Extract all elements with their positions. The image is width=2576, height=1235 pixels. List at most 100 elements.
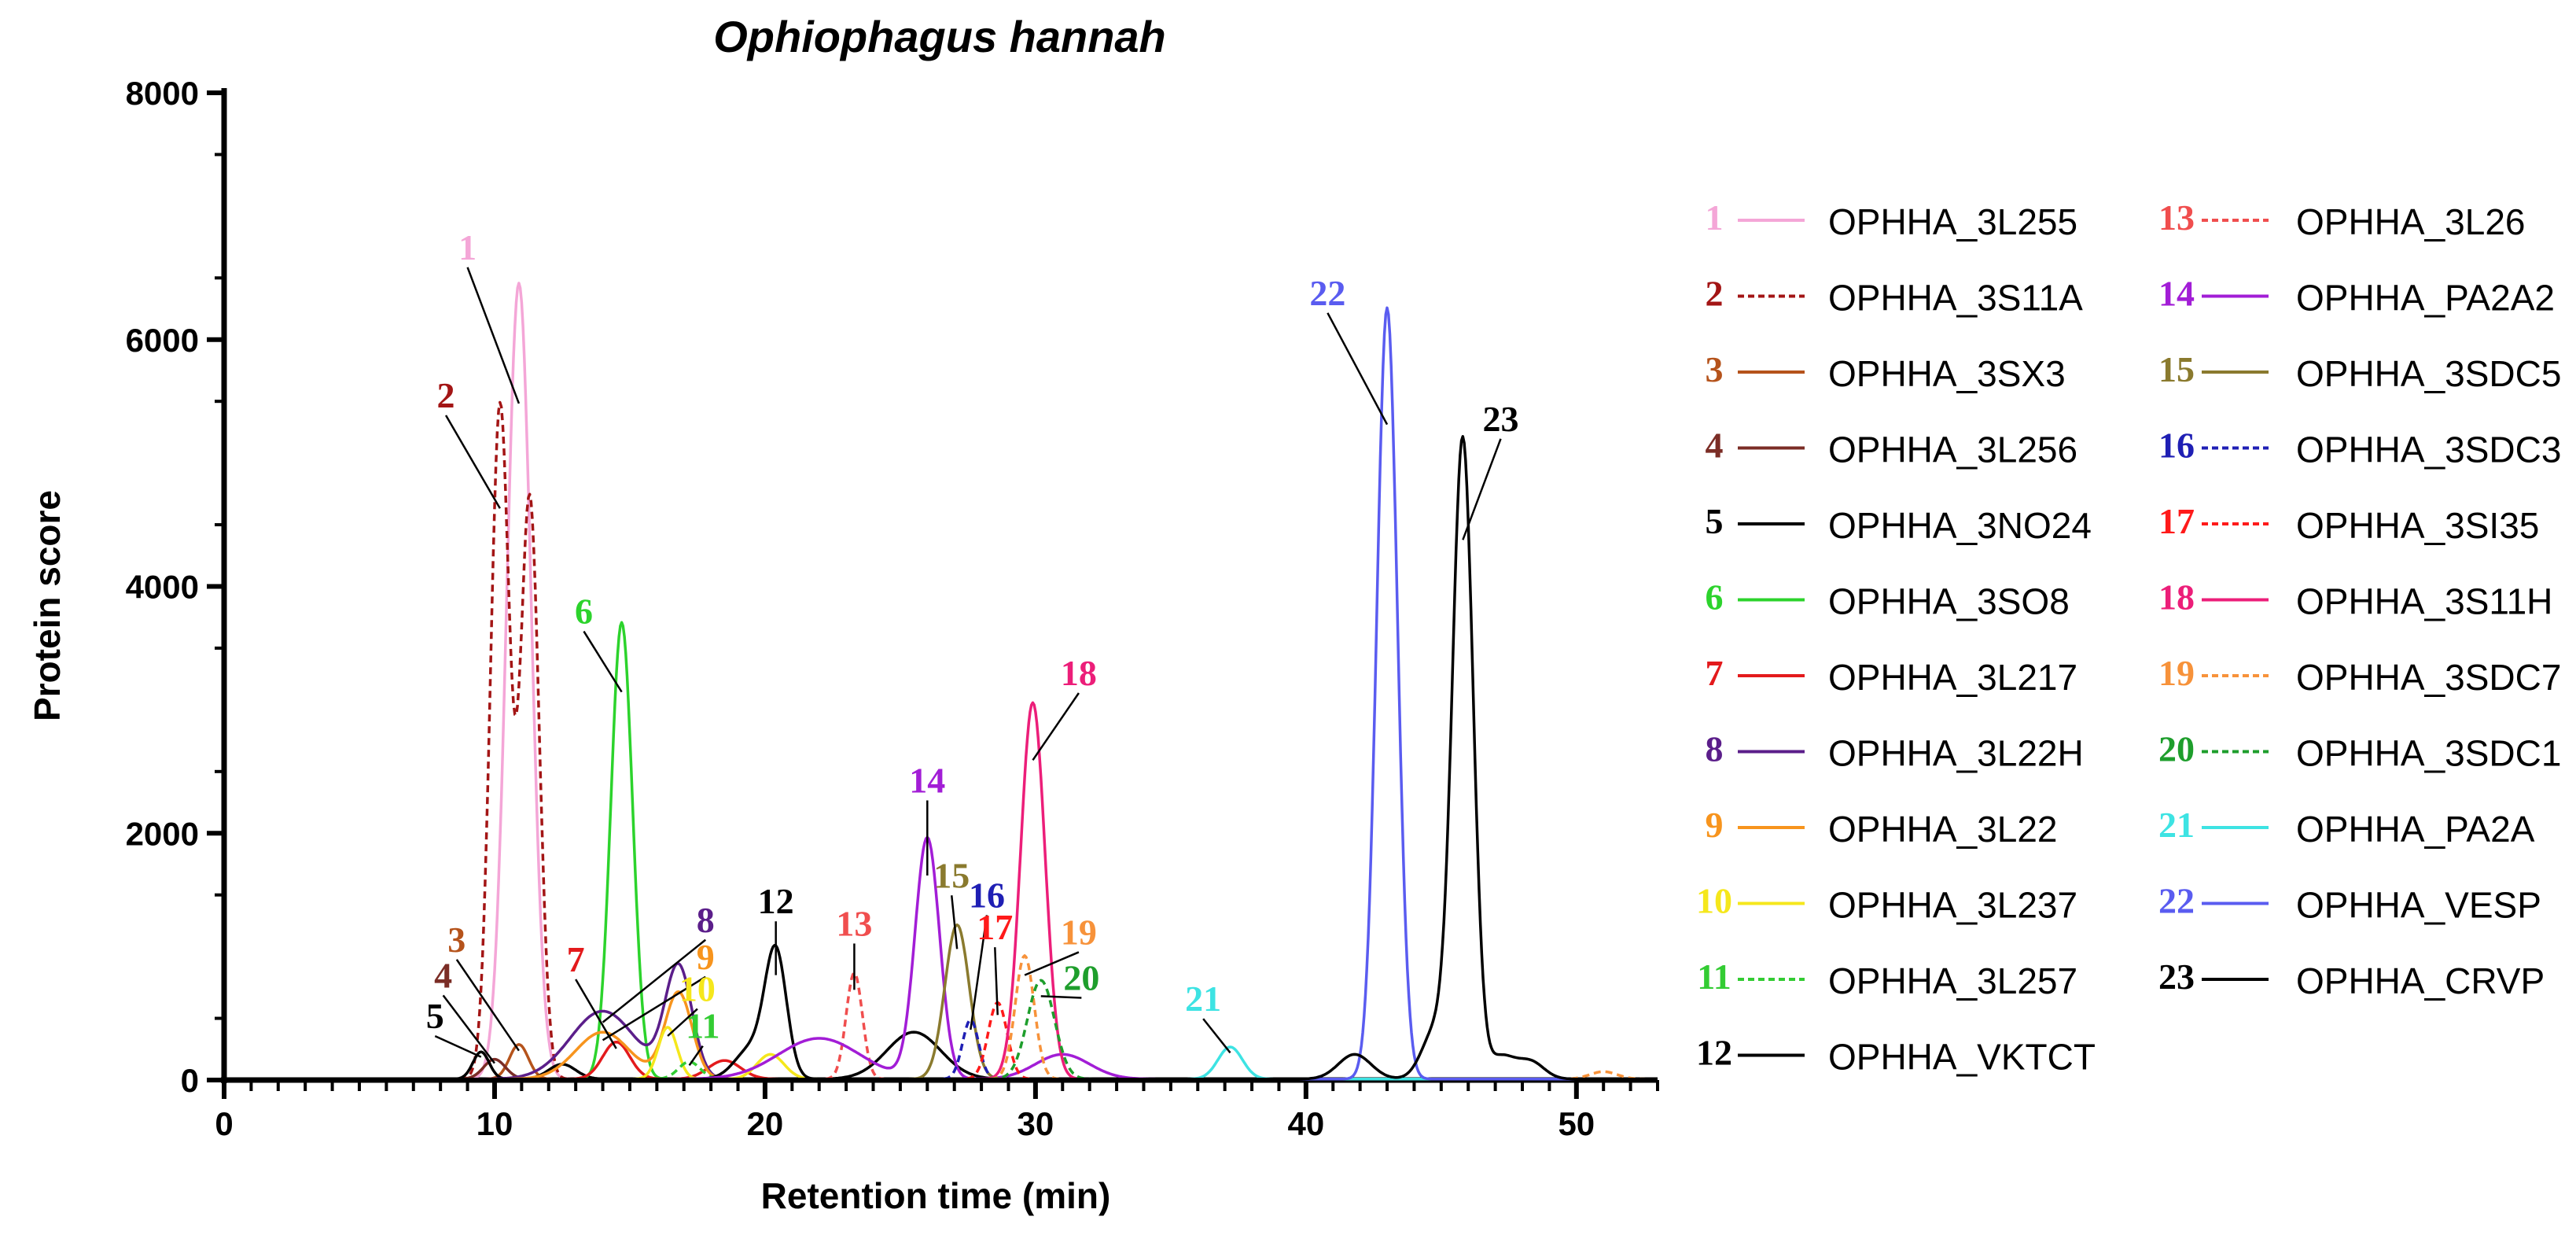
peak-leader-3 [455,959,520,1052]
legend-label: OPHHA_3SI35 [2296,505,2539,546]
series-line-23 [223,435,1658,1081]
peak-leader-10 [667,1008,698,1037]
x-tick-label: 0 [215,1105,233,1142]
peak-label-7: 7 [567,939,585,979]
peak-label-6: 6 [575,592,593,632]
y-axis-title: Protein score [27,490,68,721]
peak-label-1: 1 [458,227,477,267]
legend-item-4: 4 OPHHA_3L256 [1706,426,2078,470]
legend-number: 20 [2158,729,2195,769]
peak-leader-18 [1032,692,1080,761]
legend-label: OPHHA_3SDC5 [2296,353,2561,394]
legend-item-7: 7 OPHHA_3L217 [1706,653,2078,698]
peak-leader-11 [688,1045,704,1067]
peak-leader-22 [1327,312,1389,426]
legend-item-18: 18 OPHHA_3S11H [2158,577,2552,622]
legend-item-1: 1 OPHHA_3L255 [1706,197,2078,242]
legend-number: 23 [2158,957,2195,997]
peak-leader-8 [602,938,707,1023]
peak-label-14: 14 [909,760,945,800]
x-tick-label: 40 [1287,1105,1324,1142]
plot-lines [223,282,1658,1081]
y-tick-label: 0 [181,1062,199,1099]
x-tick-label: 50 [1558,1105,1595,1142]
peak-label-10: 10 [679,969,716,1009]
legend-number: 16 [2158,426,2195,466]
peak-leader-16 [970,915,988,1030]
legend-label: OPHHA_3S11A [1828,278,2083,319]
peak-label-8: 8 [697,900,715,940]
y-tick-label: 6000 [126,322,199,359]
legend-number: 8 [1706,729,1724,769]
legend-label: OPHHA_3SX3 [1828,353,2066,394]
legend-number: 12 [1696,1033,1732,1073]
peak-leader-15 [951,895,959,949]
legend-item-20: 20 OPHHA_3SDC1 [2158,729,2561,774]
legend-item-6: 6 OPHHA_3SO8 [1706,577,2070,622]
legend-number: 13 [2158,197,2195,238]
peak-label-22: 22 [1309,273,1345,313]
peak-label-21: 21 [1185,979,1221,1019]
peak-label-20: 20 [1063,957,1099,997]
legend-number: 6 [1706,577,1724,618]
legend-number: 21 [2158,805,2195,845]
x-tick-label: 10 [477,1105,513,1142]
series-line-5 [223,1050,1658,1081]
legend-number: 5 [1706,501,1724,541]
legend-label: OPHHA_3L237 [1828,885,2077,926]
legend-number: 22 [2158,881,2195,921]
legend-label: OPHHA_PA2A2 [2296,278,2555,319]
chart-title: Ophiophagus hannah [713,12,1166,61]
legend-item-23: 23 OPHHA_CRVP [2158,957,2545,1001]
legend-number: 2 [1706,274,1724,314]
legend-item-14: 14 OPHHA_PA2A2 [2158,274,2555,319]
legend-label: OPHHA_CRVP [2296,960,2545,1001]
legend-item-16: 16 OPHHA_3SDC3 [2158,426,2561,470]
peak-label-2: 2 [437,375,455,415]
peak-leader-19 [1024,951,1080,976]
legend-item-21: 21 OPHHA_PA2A [2158,805,2535,850]
peak-leader-23 [1462,438,1502,540]
peak-leader-20 [1040,995,1082,999]
y-tick-label: 4000 [126,569,199,606]
legend-item-9: 9 OPHHA_3L22 [1706,805,2058,850]
legend-number: 3 [1706,349,1724,389]
legend-item-19: 19 OPHHA_3SDC7 [2158,653,2561,698]
legend-label: OPHHA_3L255 [1828,201,2077,242]
legend-item-10: 10 OPHHA_3L237 [1696,881,2077,926]
peak-label-5: 5 [426,996,444,1036]
legend-number: 4 [1706,426,1724,466]
legend-number: 14 [2158,274,2195,314]
legend-item-3: 3 OPHHA_3SX3 [1706,349,2066,394]
legend-item-8: 8 OPHHA_3L22H [1706,729,2084,774]
peak-leader-21 [1202,1018,1231,1054]
axes: 0 2000 4000 6000 8000 0 10 20 30 40 50 [126,75,1659,1142]
series-line-7 [223,1040,1658,1081]
legend-number: 17 [2158,501,2195,541]
peak-label-23: 23 [1483,399,1519,439]
legend-item-13: 13 OPHHA_3L26 [2158,197,2526,242]
legend-number: 18 [2158,577,2195,618]
legend-number: 19 [2158,653,2195,693]
legend-label: OPHHA_3L257 [1828,960,2077,1001]
legend-number: 11 [1697,957,1731,997]
peak-label-3: 3 [447,920,466,960]
legend-number: 1 [1706,197,1724,238]
peak-leader-5 [434,1034,482,1058]
legend-label: OPHHA_3SDC1 [2296,733,2561,774]
legend-item-22: 22 OPHHA_VESP [2158,881,2541,926]
legend-label: OPHHA_3L22 [1828,809,2058,850]
legend-label: OPHHA_3SO8 [1828,581,2070,622]
legend-label: OPHHA_3L217 [1828,657,2077,698]
peak-label-12: 12 [758,881,794,921]
legend-label: OPHHA_3L26 [2296,201,2526,242]
peak-label-17: 17 [977,907,1013,947]
peak-label-19: 19 [1061,912,1097,952]
peak-label-15: 15 [933,855,970,895]
legend-label: OPHHA_VESP [2296,885,2541,926]
legend-item-12: 12 OPHHA_VKTCT [1696,1033,2096,1078]
legend-item-5: 5 OPHHA_3NO24 [1706,501,2092,546]
peak-leader-17 [994,947,999,1016]
y-tick-label: 2000 [126,815,199,852]
legend-label: OPHHA_3SDC3 [2296,429,2561,470]
